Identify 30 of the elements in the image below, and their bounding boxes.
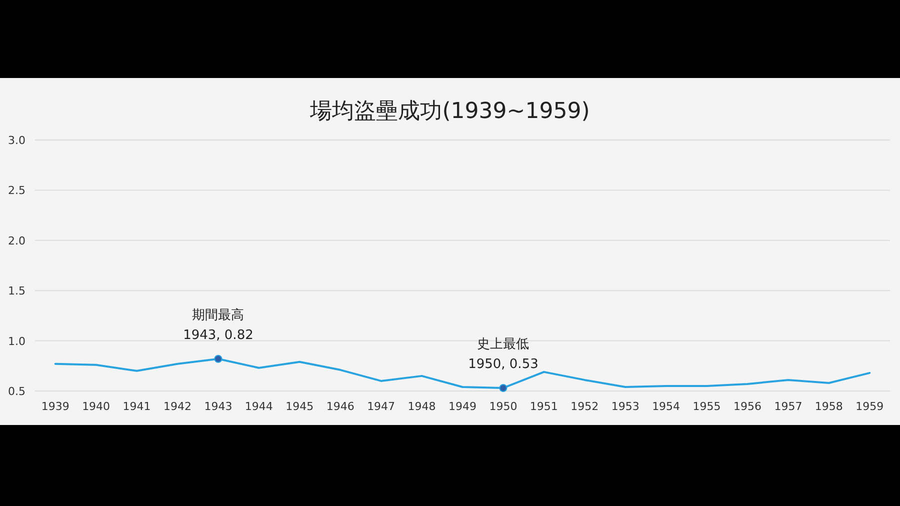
y-tick-label: 2.5 xyxy=(8,184,26,198)
y-tick-label: 2.0 xyxy=(8,234,26,248)
x-tick-label: 1956 xyxy=(734,400,762,413)
x-tick-label: 1949 xyxy=(448,400,476,413)
x-tick-label: 1939 xyxy=(41,400,70,413)
y-tick-label: 1.5 xyxy=(8,284,26,298)
x-tick-label: 1957 xyxy=(774,400,802,413)
x-tick-label: 1940 xyxy=(82,400,110,413)
x-tick-label: 1945 xyxy=(286,400,314,413)
x-tick-label: 1943 xyxy=(204,400,232,413)
annotation: 史上最低 1950, 0.53 xyxy=(468,336,538,372)
y-tick-label: 0.5 xyxy=(8,385,26,398)
x-tick-label: 1950 xyxy=(489,400,518,413)
y-tick-label: 1.0 xyxy=(8,334,26,348)
x-tick-label: 1942 xyxy=(164,400,192,413)
x-tick-label: 1955 xyxy=(692,400,721,413)
annotation: 期間最高 1943, 0.82 xyxy=(183,306,254,343)
x-tick-label: 1959 xyxy=(856,400,884,413)
x-tick-label: 1952 xyxy=(570,400,599,413)
x-tick-label: 1948 xyxy=(408,400,436,413)
x-tick-label: 1953 xyxy=(611,400,640,413)
x-tick-label: 1944 xyxy=(244,400,273,413)
x-tick-label: 1941 xyxy=(122,400,151,413)
chart-title: 場均盜壘成功(1939~1959) xyxy=(309,99,590,124)
x-tick-label: 1958 xyxy=(814,400,843,413)
x-tick-label: 1946 xyxy=(326,400,354,413)
x-tick-label: 1951 xyxy=(530,400,558,413)
x-tick-label: 1947 xyxy=(367,400,396,413)
y-tick-label: 3.0 xyxy=(8,134,26,147)
x-tick-label: 1954 xyxy=(652,400,680,413)
